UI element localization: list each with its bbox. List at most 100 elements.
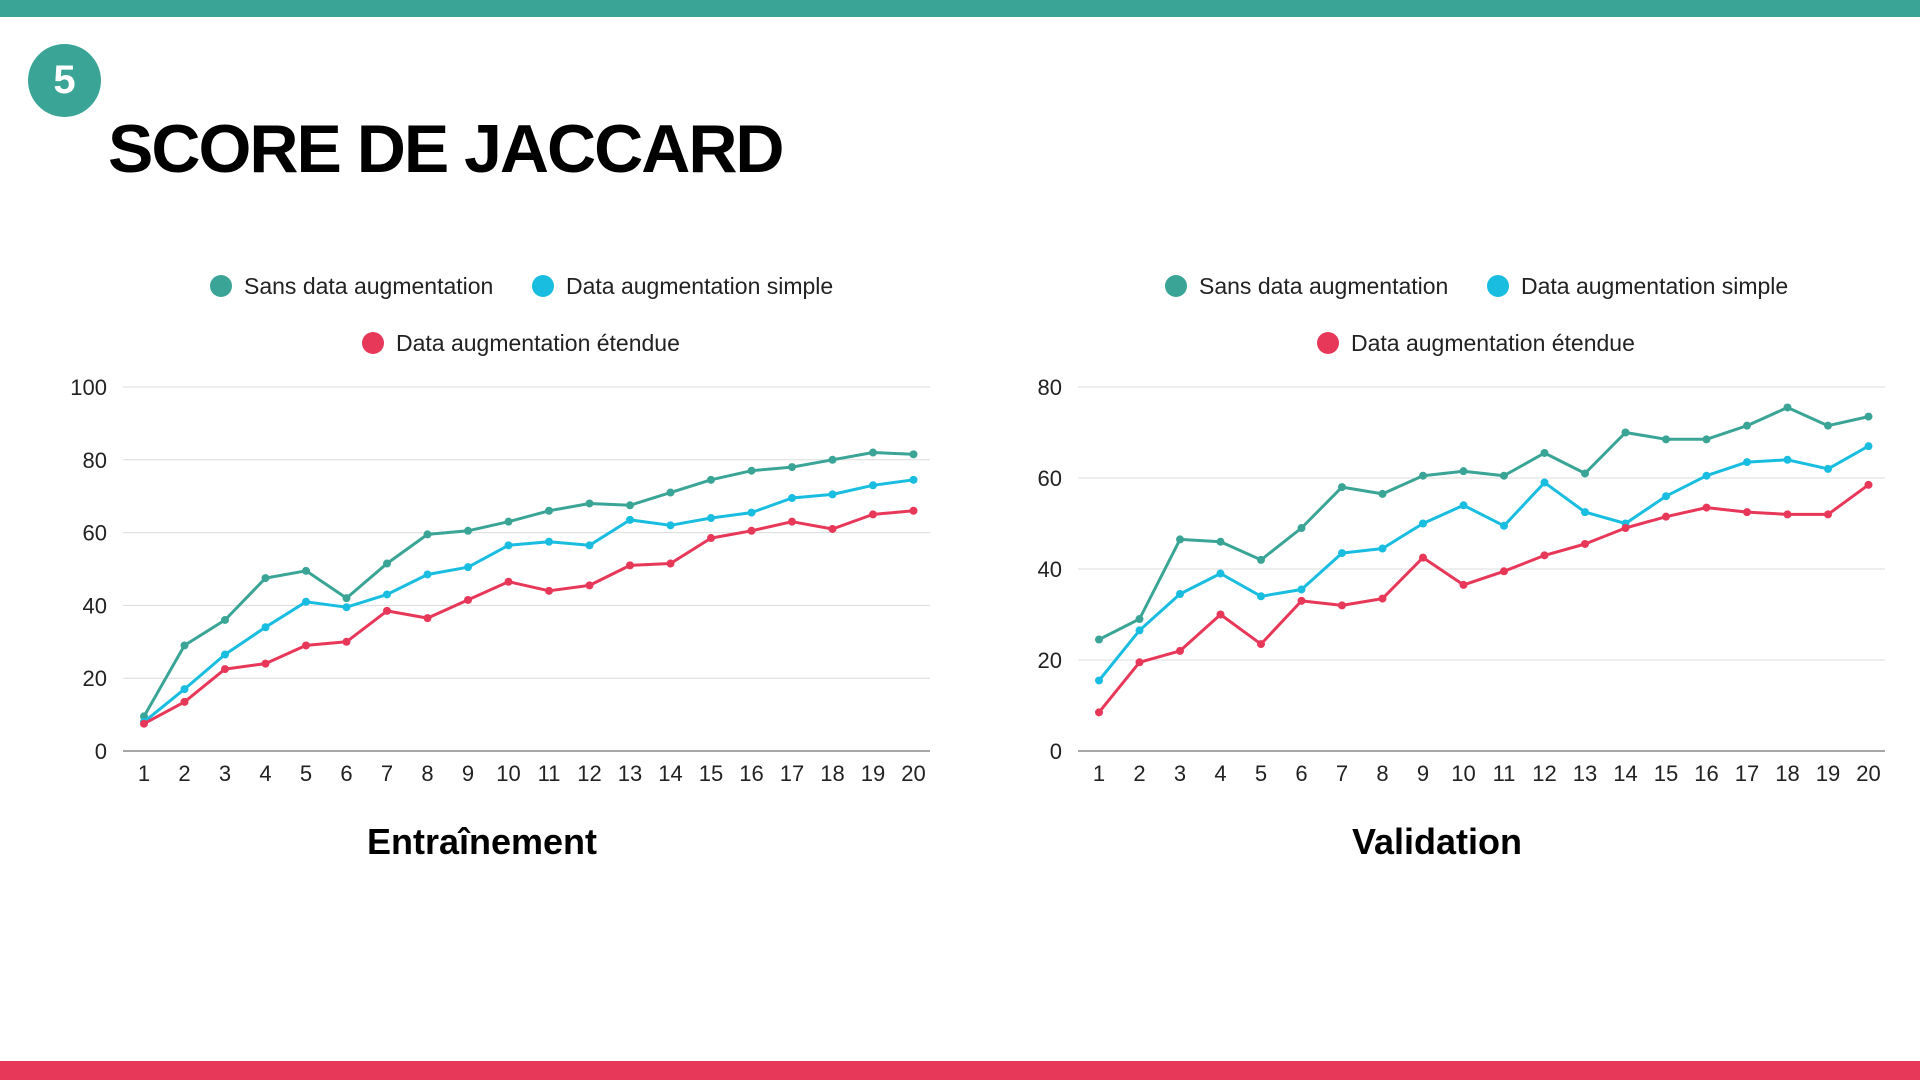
x-tick-16: 16	[1694, 761, 1718, 786]
point-s2-x10	[1459, 580, 1468, 589]
x-tick-9: 9	[462, 761, 474, 786]
point-s0-x18	[1783, 403, 1792, 412]
point-s1-x12	[1540, 478, 1549, 487]
page-title: SCORE DE JACCARD	[108, 111, 785, 187]
point-s1-x7	[383, 590, 391, 599]
point-s1-x10	[1459, 501, 1468, 510]
x-tick-11: 11	[1493, 761, 1516, 786]
point-s2-x15	[1662, 512, 1670, 521]
point-s1-x12	[585, 541, 594, 550]
point-s1-x8	[423, 570, 432, 579]
point-s0-x7	[383, 559, 391, 568]
point-s1-x18	[828, 490, 837, 499]
point-s2-x11	[1500, 567, 1508, 576]
point-s0-x20	[909, 450, 918, 459]
series-line-2	[143, 509, 914, 726]
point-s2-x9	[1419, 553, 1427, 562]
point-s0-x8	[1378, 489, 1387, 498]
point-s2-x1	[1095, 708, 1103, 717]
x-tick-12: 12	[577, 761, 601, 786]
series-line-0	[142, 451, 914, 718]
series-line-0	[1098, 406, 1869, 641]
point-s1-x5	[302, 597, 310, 606]
x-tick-7: 7	[381, 761, 393, 786]
point-s2-x20	[1864, 480, 1873, 489]
point-s0-x12	[1540, 448, 1549, 457]
point-s2-x10	[504, 577, 513, 586]
legend-label-0: Sans data augmentation	[1199, 273, 1448, 299]
x-tick-14: 14	[1613, 761, 1637, 786]
point-s1-x8	[1378, 544, 1387, 553]
point-s0-x15	[1662, 435, 1670, 444]
y-tick-0: 0	[95, 739, 107, 764]
point-s1-x13	[626, 515, 634, 524]
point-s2-x6	[1297, 596, 1306, 605]
chart-title: Entraînement	[367, 821, 597, 862]
point-s1-x18	[1783, 455, 1792, 464]
point-s0-x8	[423, 530, 432, 539]
x-tick-14: 14	[658, 761, 682, 786]
y-tick-80: 80	[83, 448, 107, 473]
point-s2-x17	[788, 517, 796, 526]
legend-marker-2	[362, 332, 384, 354]
x-tick-20: 20	[901, 761, 925, 786]
x-tick-5: 5	[1255, 761, 1267, 786]
point-s2-x2	[180, 697, 189, 706]
legend-item-2: Data augmentation étendue	[1317, 330, 1635, 356]
x-tick-13: 13	[1573, 761, 1597, 786]
x-tick-3: 3	[219, 761, 231, 786]
x-tick-6: 6	[1295, 761, 1307, 786]
point-s2-x14	[1621, 524, 1630, 533]
series-line-1	[143, 478, 914, 724]
point-s0-x4	[1216, 537, 1225, 546]
x-tick-6: 6	[340, 761, 352, 786]
legend-item-0: Sans data augmentation	[1165, 273, 1448, 299]
x-tick-8: 8	[421, 761, 433, 786]
point-s0-x2	[1135, 615, 1144, 624]
point-s0-x6	[1297, 524, 1306, 533]
point-s0-x9	[464, 526, 472, 535]
x-tick-19: 19	[1816, 761, 1840, 786]
legend-label-2: Data augmentation étendue	[396, 330, 680, 356]
point-s1-x9	[1419, 519, 1427, 528]
y-tick-40: 40	[83, 593, 107, 618]
point-s2-x14	[666, 559, 675, 568]
x-tick-4: 4	[259, 761, 271, 786]
point-s2-x4	[1216, 610, 1225, 619]
point-s2-x13	[626, 561, 634, 570]
point-s0-x3	[221, 615, 229, 624]
x-tick-15: 15	[1654, 761, 1678, 786]
series-line-1	[1097, 444, 1870, 682]
point-s2-x18	[828, 524, 837, 533]
legend-label-1: Data augmentation simple	[1521, 273, 1788, 299]
point-s0-x13	[1581, 469, 1589, 478]
x-tick-5: 5	[300, 761, 312, 786]
point-s1-x5	[1257, 592, 1265, 601]
point-s1-x15	[707, 514, 715, 523]
point-s0-x10	[504, 517, 513, 526]
slide-number-badge: 5	[28, 44, 101, 117]
point-s1-x10	[504, 541, 513, 550]
point-s2-x8	[1378, 594, 1387, 603]
point-s0-x20	[1864, 412, 1873, 421]
legend-marker-0	[1165, 275, 1187, 297]
point-s2-x19	[1824, 510, 1832, 519]
point-s2-x9	[464, 595, 472, 604]
point-s0-x10	[1459, 467, 1468, 476]
point-s2-x16	[1702, 503, 1711, 512]
point-s0-x17	[1743, 421, 1751, 430]
point-s1-x3	[1176, 590, 1184, 599]
point-s1-x17	[1743, 458, 1751, 467]
point-s1-x1	[1095, 676, 1103, 685]
point-s1-x3	[221, 650, 229, 659]
point-s2-x4	[261, 659, 270, 668]
y-tick-20: 20	[83, 666, 107, 691]
point-s1-x19	[869, 481, 877, 490]
x-tick-18: 18	[1775, 761, 1799, 786]
x-tick-15: 15	[699, 761, 723, 786]
point-s1-x14	[666, 521, 675, 530]
chart-title: Validation	[1352, 821, 1522, 862]
point-s0-x14	[1621, 428, 1630, 437]
point-s0-x4	[261, 574, 270, 583]
y-tick-80: 80	[1038, 375, 1062, 400]
